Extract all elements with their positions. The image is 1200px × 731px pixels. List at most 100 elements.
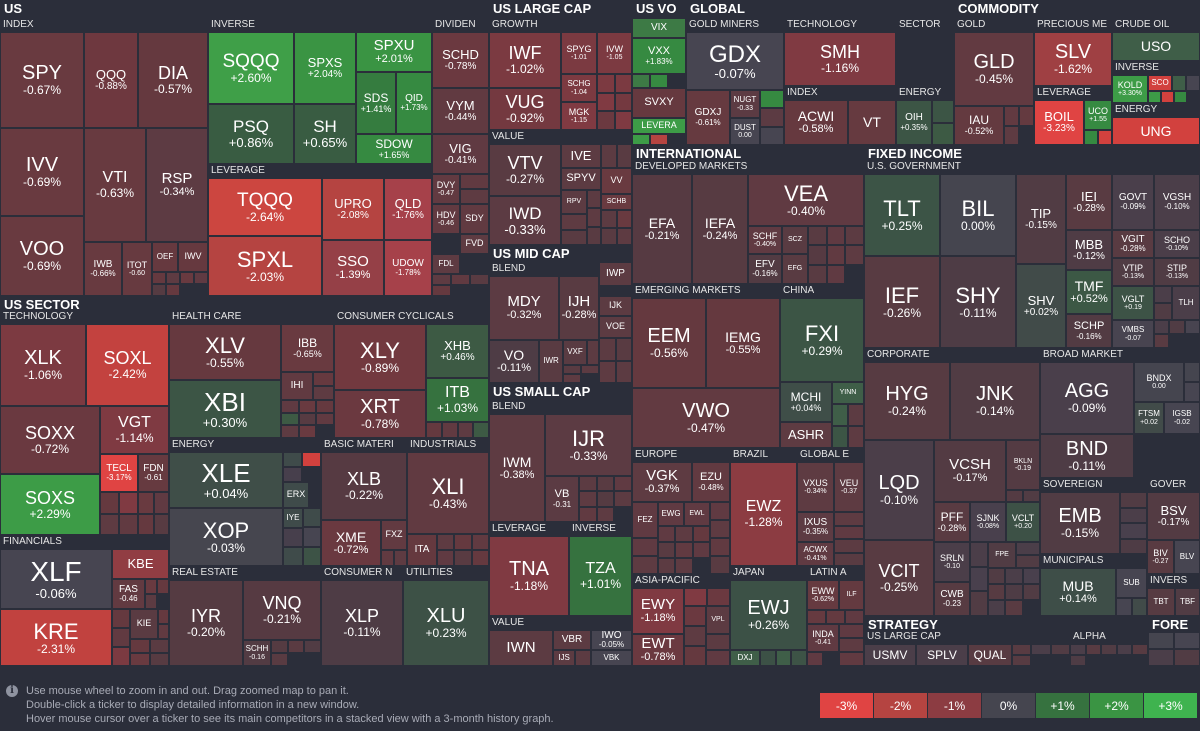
ticker-tile-shv[interactable]: SHV +0.02% xyxy=(1016,264,1066,348)
small-ticker-tile[interactable] xyxy=(632,556,658,574)
ticker-tile-vig[interactable]: VIG -0.41% xyxy=(432,134,489,174)
small-ticker-tile[interactable] xyxy=(832,426,848,448)
small-ticker-tile[interactable] xyxy=(1050,644,1070,655)
small-ticker-tile[interactable] xyxy=(454,534,472,550)
ticker-tile-iei[interactable]: IEI -0.28% xyxy=(1066,174,1112,230)
group-title[interactable]: REAL ESTATE xyxy=(172,567,238,578)
small-tiles-cluster[interactable] xyxy=(807,652,839,666)
small-ticker-tile[interactable] xyxy=(632,538,658,556)
small-ticker-tile[interactable] xyxy=(100,492,119,514)
group-title[interactable]: EMERGING MARKETS xyxy=(635,285,741,296)
group-title[interactable]: ENERGY xyxy=(899,87,942,98)
small-ticker-tile[interactable] xyxy=(658,558,676,574)
ticker-tile-bil[interactable]: BIL 0.00% xyxy=(940,174,1016,256)
ticker-tile-erx[interactable]: ERX xyxy=(283,482,309,508)
small-ticker-tile[interactable] xyxy=(561,214,587,230)
group-title[interactable]: CHINA xyxy=(783,285,815,296)
ticker-tile-ibb[interactable]: IBB -0.65% xyxy=(281,324,334,372)
ticker-tile-splv[interactable]: SPLV xyxy=(916,644,968,666)
ticker-tile-vug[interactable]: VUG -0.92% xyxy=(489,88,561,130)
small-ticker-tile[interactable] xyxy=(596,476,615,492)
small-ticker-tile[interactable] xyxy=(1161,91,1174,103)
small-ticker-tile[interactable] xyxy=(706,634,730,650)
ticker-tile-cwb[interactable]: CWB -0.23 xyxy=(934,582,970,616)
small-ticker-tile[interactable] xyxy=(1154,334,1170,348)
small-ticker-tile[interactable] xyxy=(616,227,632,245)
group-title[interactable]: SOVEREIGN xyxy=(1043,479,1103,490)
group-title[interactable]: VALUE xyxy=(492,617,525,628)
small-ticker-tile[interactable] xyxy=(298,412,317,426)
ticker-tile-iyr[interactable]: IYR -0.20% xyxy=(169,580,243,666)
group-title[interactable]: BROAD MARKET xyxy=(1043,349,1124,360)
small-ticker-tile[interactable] xyxy=(1120,538,1147,554)
small-ticker-tile[interactable] xyxy=(1016,555,1040,568)
ticker-tile-ivv[interactable]: IVV -0.69% xyxy=(0,128,84,216)
group-title[interactable]: DIVIDEN xyxy=(435,19,476,30)
small-tiles-cluster[interactable] xyxy=(597,74,632,130)
small-ticker-tile[interactable] xyxy=(1184,320,1200,334)
ticker-tile-ilf[interactable]: ILF xyxy=(839,580,864,610)
small-ticker-tile[interactable] xyxy=(1120,523,1147,539)
small-ticker-tile[interactable] xyxy=(834,512,864,526)
ticker-tile-blv[interactable]: BLV xyxy=(1174,540,1200,574)
ticker-tile-spyv[interactable]: SPYV xyxy=(561,168,601,190)
small-ticker-tile[interactable] xyxy=(1148,632,1174,649)
small-ticker-tile[interactable] xyxy=(826,245,846,265)
ticker-tile-fdn[interactable]: FDN -0.61 xyxy=(138,454,169,492)
ticker-tile-ijh[interactable]: IJH -0.28% xyxy=(559,276,599,340)
ticker-tile-xlb[interactable]: XLB -0.22% xyxy=(321,452,407,520)
small-ticker-tile[interactable] xyxy=(1154,286,1172,303)
small-ticker-tile[interactable] xyxy=(710,502,730,520)
section-title[interactable]: US SMALL CAP xyxy=(493,384,591,399)
ticker-tile-itb[interactable]: ITB +1.03% xyxy=(426,378,489,422)
ticker-tile-vxx[interactable]: VXX +1.83% xyxy=(632,38,686,74)
group-title[interactable]: BLEND xyxy=(492,401,526,412)
small-ticker-tile[interactable] xyxy=(807,610,826,624)
ticker-tile-qual[interactable]: QUAL xyxy=(968,644,1012,666)
small-tiles-cluster[interactable] xyxy=(561,214,587,245)
small-ticker-tile[interactable] xyxy=(1184,382,1200,402)
ticker-tile-sdow[interactable]: SDOW +1.65% xyxy=(356,134,432,164)
small-ticker-tile[interactable] xyxy=(152,272,166,284)
small-ticker-tile[interactable] xyxy=(119,492,138,514)
small-ticker-tile[interactable] xyxy=(1154,303,1172,320)
small-ticker-tile[interactable] xyxy=(579,476,597,492)
small-ticker-tile[interactable] xyxy=(1085,644,1102,655)
small-ticker-tile[interactable] xyxy=(614,92,632,112)
group-title[interactable]: BLEND xyxy=(492,263,526,274)
small-ticker-tile[interactable] xyxy=(632,134,650,145)
small-tiles-cluster[interactable] xyxy=(271,640,321,666)
small-ticker-tile[interactable] xyxy=(1172,75,1186,91)
small-ticker-tile[interactable] xyxy=(616,210,632,228)
small-ticker-tile[interactable] xyxy=(616,144,632,168)
small-ticker-tile[interactable] xyxy=(579,506,597,522)
group-title[interactable]: ENERGY xyxy=(172,439,215,450)
small-ticker-tile[interactable] xyxy=(658,526,676,542)
small-tiles-cluster[interactable] xyxy=(381,550,407,566)
small-ticker-tile[interactable] xyxy=(1174,91,1187,103)
ticker-tile-fvd[interactable]: FVD xyxy=(460,234,489,254)
ticker-tile-vclt[interactable]: VCLT +0.20 xyxy=(1006,502,1040,542)
small-tiles-cluster[interactable] xyxy=(426,422,489,438)
ticker-tile-iwp[interactable]: IWP xyxy=(599,262,632,286)
section-title[interactable]: US MID CAP xyxy=(493,246,570,261)
group-title[interactable]: CRUDE OIL xyxy=(1115,19,1170,30)
small-ticker-tile[interactable] xyxy=(157,579,169,594)
ticker-tile-eem[interactable]: EEM -0.56% xyxy=(632,298,706,388)
small-tiles-cluster[interactable] xyxy=(575,650,591,666)
ticker-tile-nugt[interactable]: NUGT -0.33 xyxy=(730,90,760,118)
small-ticker-tile[interactable] xyxy=(932,100,954,123)
ticker-tile-vbk[interactable]: VBK xyxy=(591,650,632,666)
ticker-tile-xle[interactable]: XLE +0.04% xyxy=(169,452,283,508)
small-ticker-tile[interactable] xyxy=(614,476,632,492)
small-ticker-tile[interactable] xyxy=(149,652,169,666)
small-ticker-tile[interactable] xyxy=(158,609,169,624)
ticker-tile-vt[interactable]: VT xyxy=(848,100,896,145)
section-title[interactable]: US xyxy=(4,1,23,16)
small-tiles-cluster[interactable] xyxy=(1154,320,1200,348)
small-ticker-tile[interactable] xyxy=(834,525,864,539)
ticker-tile-mub[interactable]: MUB +0.14% xyxy=(1040,568,1116,616)
small-ticker-tile[interactable] xyxy=(194,272,208,284)
ticker-tile-psq[interactable]: PSQ +0.86% xyxy=(208,104,294,164)
section-title[interactable]: COMMODITY xyxy=(958,1,1039,16)
